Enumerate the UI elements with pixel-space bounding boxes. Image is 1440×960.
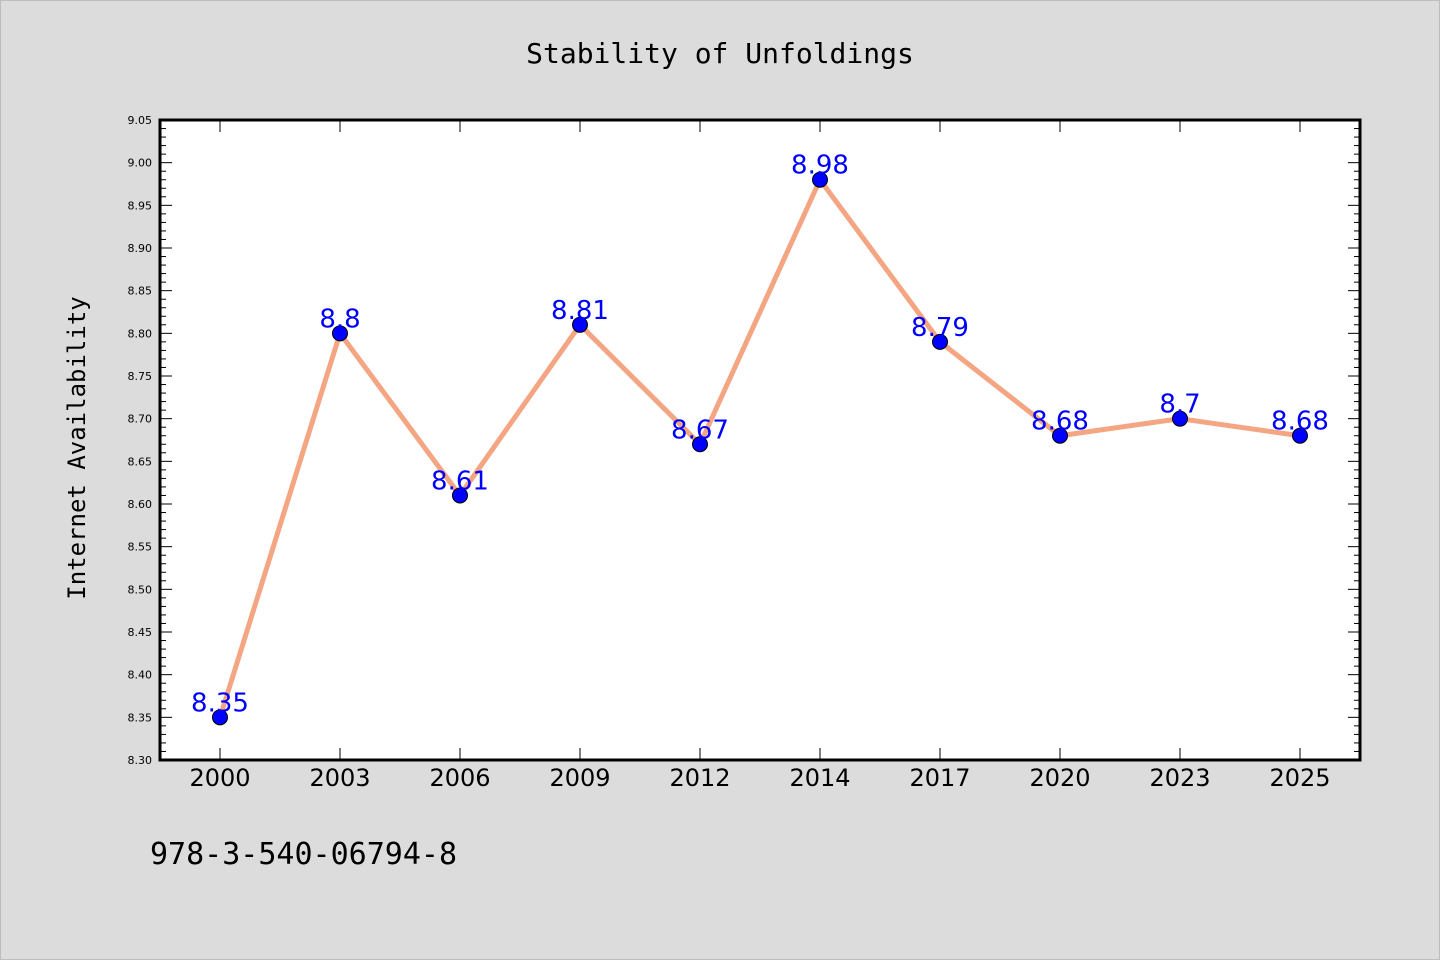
data-point	[572, 316, 588, 333]
data-label: 8.67	[671, 415, 729, 445]
y-tick-label: 8.90	[128, 242, 153, 255]
chart-title: Stability of Unfoldings	[526, 37, 914, 70]
y-axis-label: Internet Availability	[63, 296, 91, 599]
y-tick-label: 8.55	[128, 541, 153, 554]
series-line-group	[217, 177, 1303, 720]
y-tick-label: 9.05	[128, 114, 153, 127]
x-tick-label: 2023	[1149, 764, 1210, 792]
plot-frame	[158, 118, 1362, 762]
data-point	[332, 325, 348, 342]
plot-area	[160, 120, 1360, 760]
data-label: 8.61	[431, 466, 489, 496]
data-label: 8.98	[791, 151, 849, 181]
y-tick-label: 8.40	[128, 669, 153, 682]
data-label: 8.68	[1031, 407, 1089, 437]
data-point	[692, 436, 708, 453]
x-tick-label: 2014	[789, 764, 850, 792]
data-label: 8.35	[191, 688, 249, 718]
data-labels: 8.35 8.8 8.61 8.81 8.67 8.98 8.79 8.68 8.7 8.68	[191, 151, 1329, 719]
y-tick-label: 8.80	[128, 327, 153, 340]
y-tick-label: 8.70	[128, 413, 153, 426]
y-tick-label: 8.50	[128, 583, 153, 596]
data-point	[1172, 410, 1188, 427]
data-point	[932, 333, 948, 350]
y-tick-label: 8.35	[128, 711, 153, 724]
data-points	[212, 171, 1308, 726]
footer-text: 978-3-540-06794-8	[150, 837, 457, 872]
y-tick-label: 8.30	[128, 754, 153, 767]
x-tick-label: 2017	[909, 764, 970, 792]
data-label: 8.81	[551, 296, 609, 326]
data-label: 8.79	[911, 313, 969, 343]
x-tick-label: 2003	[309, 764, 370, 792]
data-point	[452, 487, 468, 504]
y-tick-label: 8.65	[128, 455, 153, 468]
y-tick-label: 9.00	[128, 157, 153, 170]
data-label: 8.7	[1159, 390, 1200, 420]
data-point	[812, 171, 828, 188]
data-label: 8.8	[319, 304, 360, 334]
data-point	[1292, 427, 1308, 444]
x-axis: 2000 2003 2006 2009 2012 2014 2017 2020 2023 2025	[189, 120, 1331, 792]
series-line	[217, 177, 1303, 720]
data-label: 8.68	[1271, 407, 1329, 437]
x-tick-label: 2000	[189, 764, 250, 792]
y-tick-label: 8.75	[128, 370, 153, 383]
y-tick-label: 8.95	[128, 199, 153, 212]
x-tick-label: 2009	[549, 764, 610, 792]
x-tick-label: 2025	[1269, 764, 1330, 792]
data-point	[212, 709, 228, 726]
y-tick-label: 8.45	[128, 626, 153, 639]
x-tick-label: 2020	[1029, 764, 1090, 792]
x-tick-label: 2006	[429, 764, 490, 792]
y-tick-label: 8.60	[128, 498, 153, 511]
data-point	[1052, 427, 1068, 444]
x-tick-label: 2012	[669, 764, 730, 792]
y-tick-label: 8.85	[128, 285, 153, 298]
y-axis: 8.30 8.35 8.40 8.45 8.50 8.55 8.60 8.65 8.70 8.75…	[128, 114, 1360, 767]
